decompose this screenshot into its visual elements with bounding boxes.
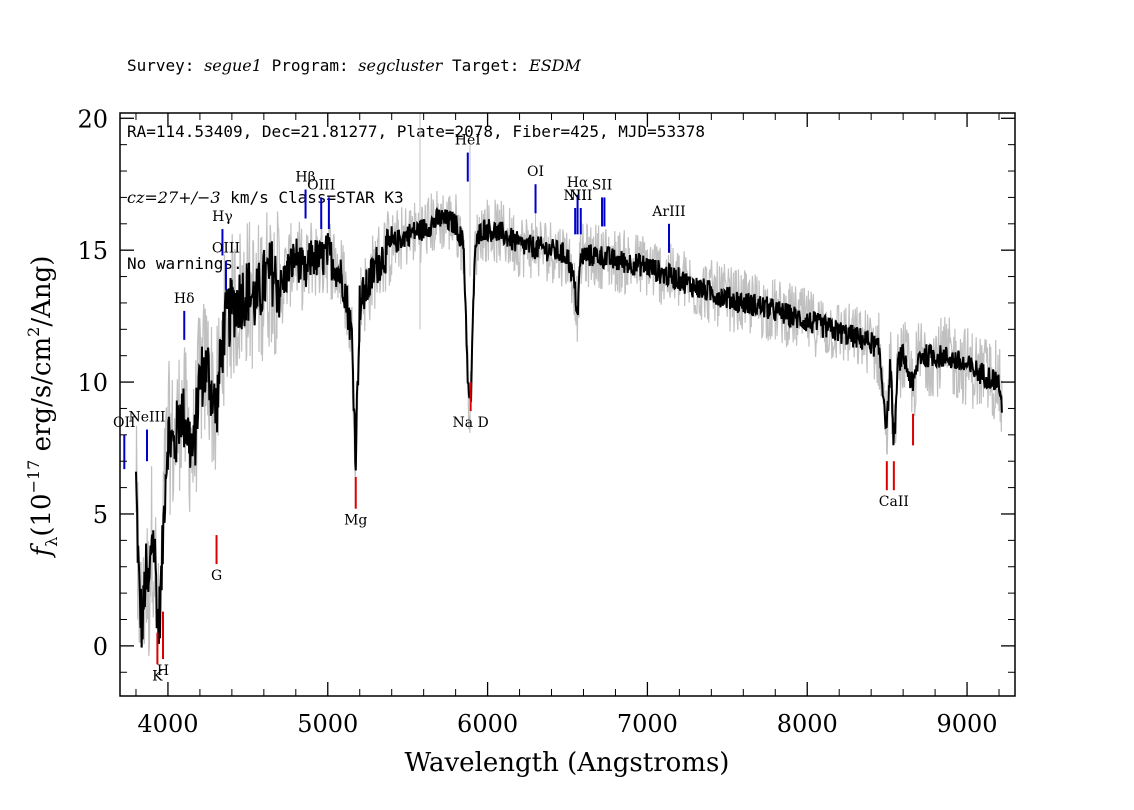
emission-label-10: NII (564, 188, 587, 204)
target-value: ESDM (529, 56, 581, 75)
program-value: segcluster (358, 56, 443, 75)
y-label-tail: /Ang) (27, 256, 57, 327)
flux-line (135, 206, 1003, 648)
y-axis-label: fλ(10−17 erg/s/cm2/Ang) (24, 256, 61, 559)
emission-label-0: OII (113, 415, 136, 431)
x-tick-label-5000: 5000 (297, 710, 358, 738)
x-tick-label-6000: 6000 (457, 710, 518, 738)
header-line-coordinates: RA=114.53409, Dec=21.81277, Plate=2078, … (127, 122, 705, 141)
y-tick-label-10: 10 (77, 369, 108, 397)
flux-series (135, 206, 1003, 648)
header-line-redshift: cz=27+/−3 km/s Class=STAR K3 (127, 187, 705, 209)
emission-label-5: Hβ (295, 170, 315, 186)
emission-label-13: SII (592, 177, 613, 193)
emission-label-3: Hγ (212, 209, 233, 225)
line-markers: OIINeIIIHδHγOIIIHβOIIIHeIOINIIHαNIISIIAr… (113, 133, 915, 684)
header-line-survey: Survey: segue1 Program: segcluster Targe… (127, 55, 705, 77)
y-label-paren: (10 (27, 493, 57, 536)
emission-label-9: OI (527, 164, 544, 180)
emission-label-2: Hδ (174, 291, 195, 307)
y-tick-label-5: 5 (93, 501, 108, 529)
absorption-label-2: G (211, 568, 222, 584)
program-label: Program: (261, 56, 359, 75)
cz-value: =27+/−3 (144, 188, 221, 207)
emission-label-12: NII (569, 188, 592, 204)
header-line-warnings: No warnings. (127, 254, 243, 273)
survey-label: Survey: (127, 56, 205, 75)
emission-label-4: OIII (212, 241, 240, 257)
absorption-label-1: H (157, 663, 169, 679)
survey-value: segue1 (204, 56, 262, 75)
emission-label-8: HeI (455, 133, 481, 149)
plot-frame (119, 112, 1016, 697)
x-tick-label-8000: 8000 (777, 710, 838, 738)
x-tick-label-4000: 4000 (137, 710, 198, 738)
y-tick-label-0: 0 (93, 633, 108, 661)
absorption-label-6: CaII (879, 494, 909, 510)
y-label-lambda: λ (42, 537, 61, 547)
emission-label-15: ArIII (651, 204, 685, 220)
absorption-label-0: K (152, 668, 163, 684)
y-label-exponent2: 2 (24, 327, 43, 337)
class-text: km/s Class=STAR K3 (220, 188, 404, 207)
target-label: Target: (442, 56, 530, 75)
emission-label-1: NeIII (128, 410, 165, 426)
cz-label: cz (127, 188, 145, 207)
x-axis-label: Wavelength (Angstroms) (405, 748, 730, 778)
emission-label-6: OIII (307, 177, 335, 193)
emission-label-11: Hα (567, 175, 589, 191)
y-label-exponent: −17 (24, 460, 43, 494)
spectrum-header: Survey: segue1 Program: segcluster Targe… (127, 11, 705, 297)
y-label-units: erg/s/cm (27, 337, 57, 460)
x-tick-label-7000: 7000 (617, 710, 678, 738)
axis-ticks: 4000 5000 6000 7000 8000 9000 0 5 10 15 20 (77, 105, 1015, 738)
x-tick-label-9000: 9000 (937, 710, 998, 738)
absorption-label-4: Na D (453, 415, 489, 431)
absorption-label-3: Mg (344, 513, 367, 529)
y-tick-label-20: 20 (77, 105, 108, 133)
y-tick-label-15: 15 (77, 237, 108, 265)
